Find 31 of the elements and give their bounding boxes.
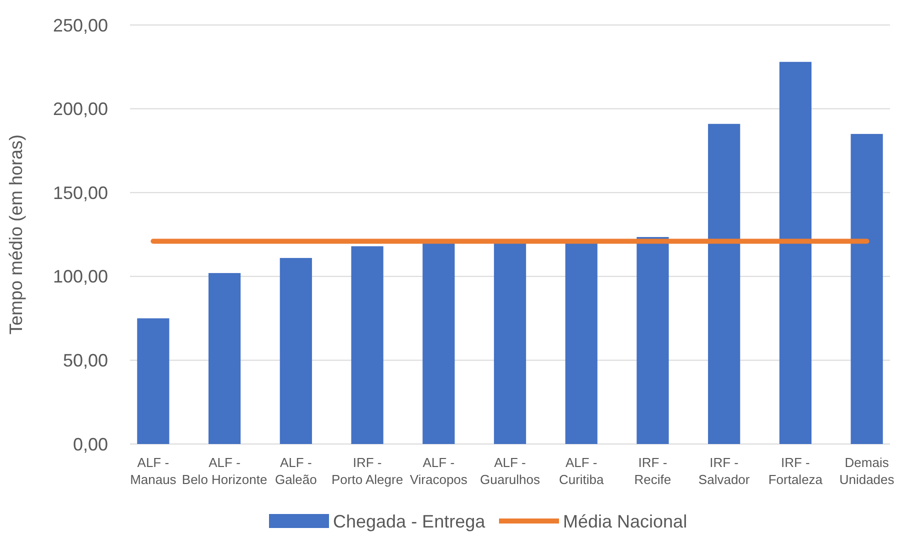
x-tick-label: ALF - Viracopos	[410, 455, 468, 487]
y-tick-label: 250,00	[52, 15, 108, 36]
x-tick-label: ALF - Galeão	[274, 455, 317, 487]
legend-label: Chegada - Entrega	[333, 511, 486, 532]
x-tick-label: ALF - Manaus	[130, 455, 177, 487]
bar	[208, 273, 241, 444]
y-tick-label: 50,00	[62, 350, 108, 370]
y-tick-label: 200,00	[52, 99, 108, 120]
x-tick-label: IRF - Salvador	[698, 455, 750, 487]
bar	[422, 242, 455, 444]
bar	[850, 134, 883, 444]
x-tick-label: IRF - Fortaleza	[768, 455, 824, 487]
bar	[351, 246, 384, 444]
y-tick-label: 0,00	[72, 434, 108, 454]
legend-label: Média Nacional	[563, 511, 688, 532]
y-axis-title: Tempo médio (em horas)	[6, 134, 26, 335]
bar	[494, 242, 526, 444]
bar	[636, 237, 669, 444]
y-tick-label: 100,00	[52, 266, 108, 287]
x-tick-label: ALF - Curitiba	[558, 455, 605, 487]
bar	[779, 62, 812, 444]
bar	[137, 318, 170, 444]
x-tick-label: Demais Unidades	[839, 455, 895, 487]
x-tick-label: IRF - Recife	[634, 455, 672, 487]
bar	[280, 258, 312, 444]
y-tick-label: 150,00	[52, 182, 108, 203]
bar	[708, 124, 740, 444]
x-tick-label: ALF - Guarulhos	[480, 455, 540, 487]
x-tick-label: ALF - Belo Horizonte	[182, 455, 268, 487]
bar	[565, 242, 598, 444]
x-tick-label: IRF - Porto Alegre	[332, 455, 404, 487]
